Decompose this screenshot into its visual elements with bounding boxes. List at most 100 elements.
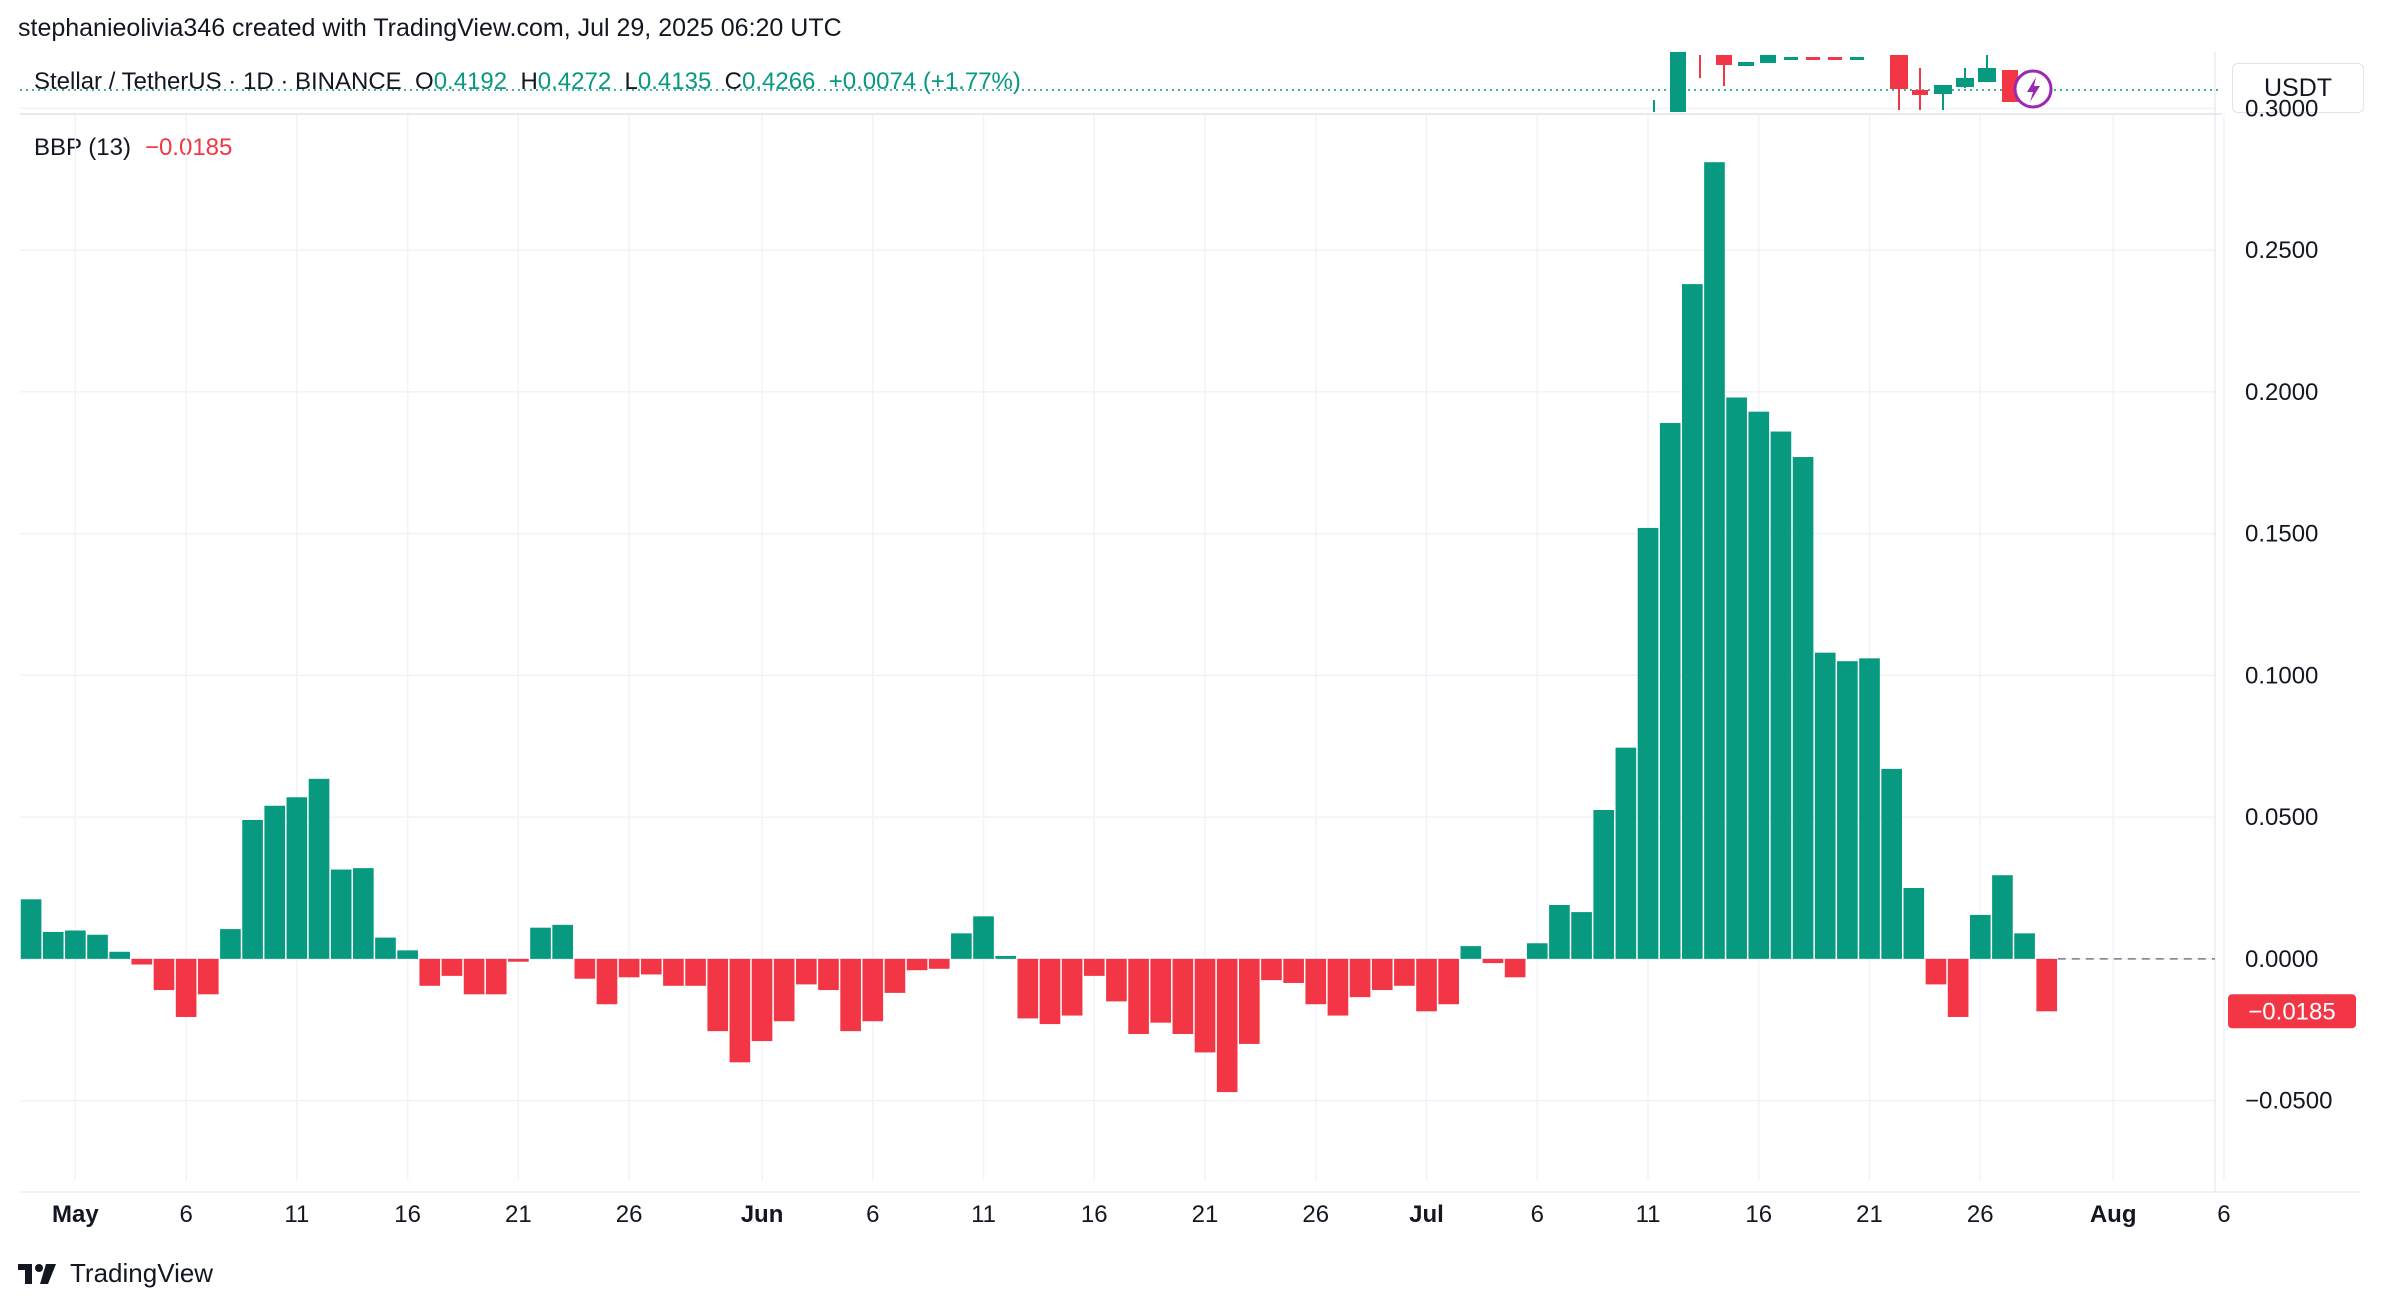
y-tick-label: 0.3000 <box>2245 95 2318 122</box>
y-tick-label: 0.0500 <box>2245 804 2318 831</box>
bbp-bar <box>1061 958 1083 1016</box>
x-tick-label: 6 <box>1531 1201 1544 1228</box>
bbp-bar <box>375 937 396 959</box>
y-tick-label: 0.0000 <box>2245 946 2318 973</box>
bbp-bar <box>220 929 241 959</box>
x-axis: May 6 11 16 21 26 Jun 6 11 16 21 26 Jul 6 11 16 21 26 Aug 6 <box>52 1201 2231 1228</box>
bbp-bar <box>175 958 197 1017</box>
currency-label: USDT <box>2263 73 2333 102</box>
bbp-bar <box>840 958 861 1032</box>
brand-name: TradingView <box>70 1258 214 1288</box>
y-tick-label: −0.0500 <box>2245 1088 2332 1115</box>
bbp-bar <box>1682 284 1703 959</box>
x-tick-label: 6 <box>2217 1201 2230 1228</box>
bbp-bar <box>707 958 729 1032</box>
x-tick-label: 6 <box>179 1201 192 1228</box>
price-candle <box>1784 57 1798 60</box>
high-label: H <box>520 68 538 95</box>
bbp-bar <box>1571 912 1592 959</box>
bbp-bar <box>995 956 1016 959</box>
last-value-label: −0.0185 <box>2248 998 2335 1025</box>
bbp-bar <box>596 958 618 1005</box>
bbp-bar <box>264 805 286 959</box>
bbp-bar <box>1837 661 1858 959</box>
bbp-bar <box>2036 958 2058 1012</box>
x-tick-label: Aug <box>2090 1201 2137 1228</box>
price-candle <box>1828 57 1842 60</box>
open-label: O <box>415 68 434 95</box>
bbp-bar <box>1327 958 1349 1016</box>
x-tick-label: 11 <box>284 1201 309 1228</box>
price-candle <box>1670 52 1686 112</box>
histogram-bars <box>20 162 2215 1093</box>
bbp-bar <box>796 958 817 985</box>
bbp-bar <box>1460 946 1482 959</box>
bbp-bar <box>1128 958 1149 1034</box>
bbp-bar <box>508 958 529 962</box>
price-candle <box>1806 57 1820 60</box>
bbp-bar <box>65 930 86 959</box>
price-candle <box>1738 62 1754 66</box>
low-label: L <box>624 68 638 95</box>
bbp-bar <box>1770 431 1792 959</box>
bbp-bar <box>1172 958 1194 1034</box>
bbp-bar <box>197 958 219 995</box>
bbp-bar <box>574 958 596 979</box>
bbp-bar <box>1106 958 1127 1002</box>
bbp-bar <box>1482 958 1504 964</box>
chart-attribution: stephanieolivia346 created with TradingV… <box>18 14 842 42</box>
bbp-bar <box>1814 652 1836 959</box>
bbp-bar <box>973 916 994 959</box>
bbp-bar <box>419 958 441 986</box>
bbp-bar <box>1947 958 1969 1017</box>
bbp-bar <box>1859 658 1880 959</box>
x-tick-label: Jul <box>1409 1201 1444 1228</box>
bbp-bar <box>1526 943 1548 959</box>
symbol-name[interactable]: Stellar / TetherUS · 1D · BINANCE <box>34 68 402 95</box>
bbp-bar <box>1394 958 1415 986</box>
bbp-bar <box>485 958 507 995</box>
bbp-bar <box>87 934 108 959</box>
bbp-bar <box>1194 958 1216 1053</box>
bbp-bar <box>109 951 130 959</box>
bbp-bar <box>1881 768 1902 959</box>
bbp-bar <box>1969 914 1991 959</box>
close-label: C <box>724 68 742 95</box>
bbp-chart[interactable]: 0.3000 0.2500 0.2000 0.1500 0.1000 0.0500 0.00… <box>0 0 2390 1240</box>
high-value: 0.4272 <box>537 68 612 95</box>
price-candle <box>2002 70 2018 102</box>
bbp-bar <box>951 933 972 959</box>
tradingview-logo[interactable]: TradingView <box>18 1258 213 1289</box>
bbp-bar <box>773 958 795 1022</box>
bbp-bar <box>353 868 374 959</box>
x-tick-label: 16 <box>1081 1201 1108 1228</box>
y-tick-label: 0.1500 <box>2245 521 2318 548</box>
bbp-bar <box>1726 397 1747 959</box>
currency-selector[interactable]: USDT <box>2232 63 2364 113</box>
bbp-bar <box>1925 958 1947 985</box>
y-tick-label: 0.2000 <box>2245 379 2318 406</box>
bbp-bar <box>1704 162 1725 959</box>
bbp-bar <box>42 931 64 959</box>
y-tick-label: 0.2500 <box>2245 237 2318 264</box>
bbp-bar <box>1216 958 1238 1093</box>
close-value: 0.4266 <box>741 68 816 95</box>
bbp-bar <box>286 797 308 959</box>
x-tick-label: 16 <box>394 1201 421 1228</box>
bbp-bar <box>1239 958 1260 1044</box>
x-tick-label: Jun <box>741 1201 784 1228</box>
bbp-bar <box>2014 933 2035 959</box>
lightning-bolt-glyph <box>2027 77 2040 102</box>
indicator-value: −0.0185 <box>144 134 233 161</box>
bbp-bar <box>1659 423 1681 959</box>
indicator-legend[interactable]: BBP (13) −0.0185 <box>34 134 232 162</box>
y-tick-label: 0.1000 <box>2245 662 2318 689</box>
bbp-bar <box>663 958 684 986</box>
price-candle <box>1850 57 1864 60</box>
bbp-bar <box>1371 958 1393 991</box>
bbp-bar <box>1083 958 1105 976</box>
bbp-bar <box>862 958 884 1022</box>
bbp-bar <box>1992 875 2013 959</box>
x-tick-label: 26 <box>616 1201 643 1228</box>
x-tick-label: 16 <box>1745 1201 1772 1228</box>
